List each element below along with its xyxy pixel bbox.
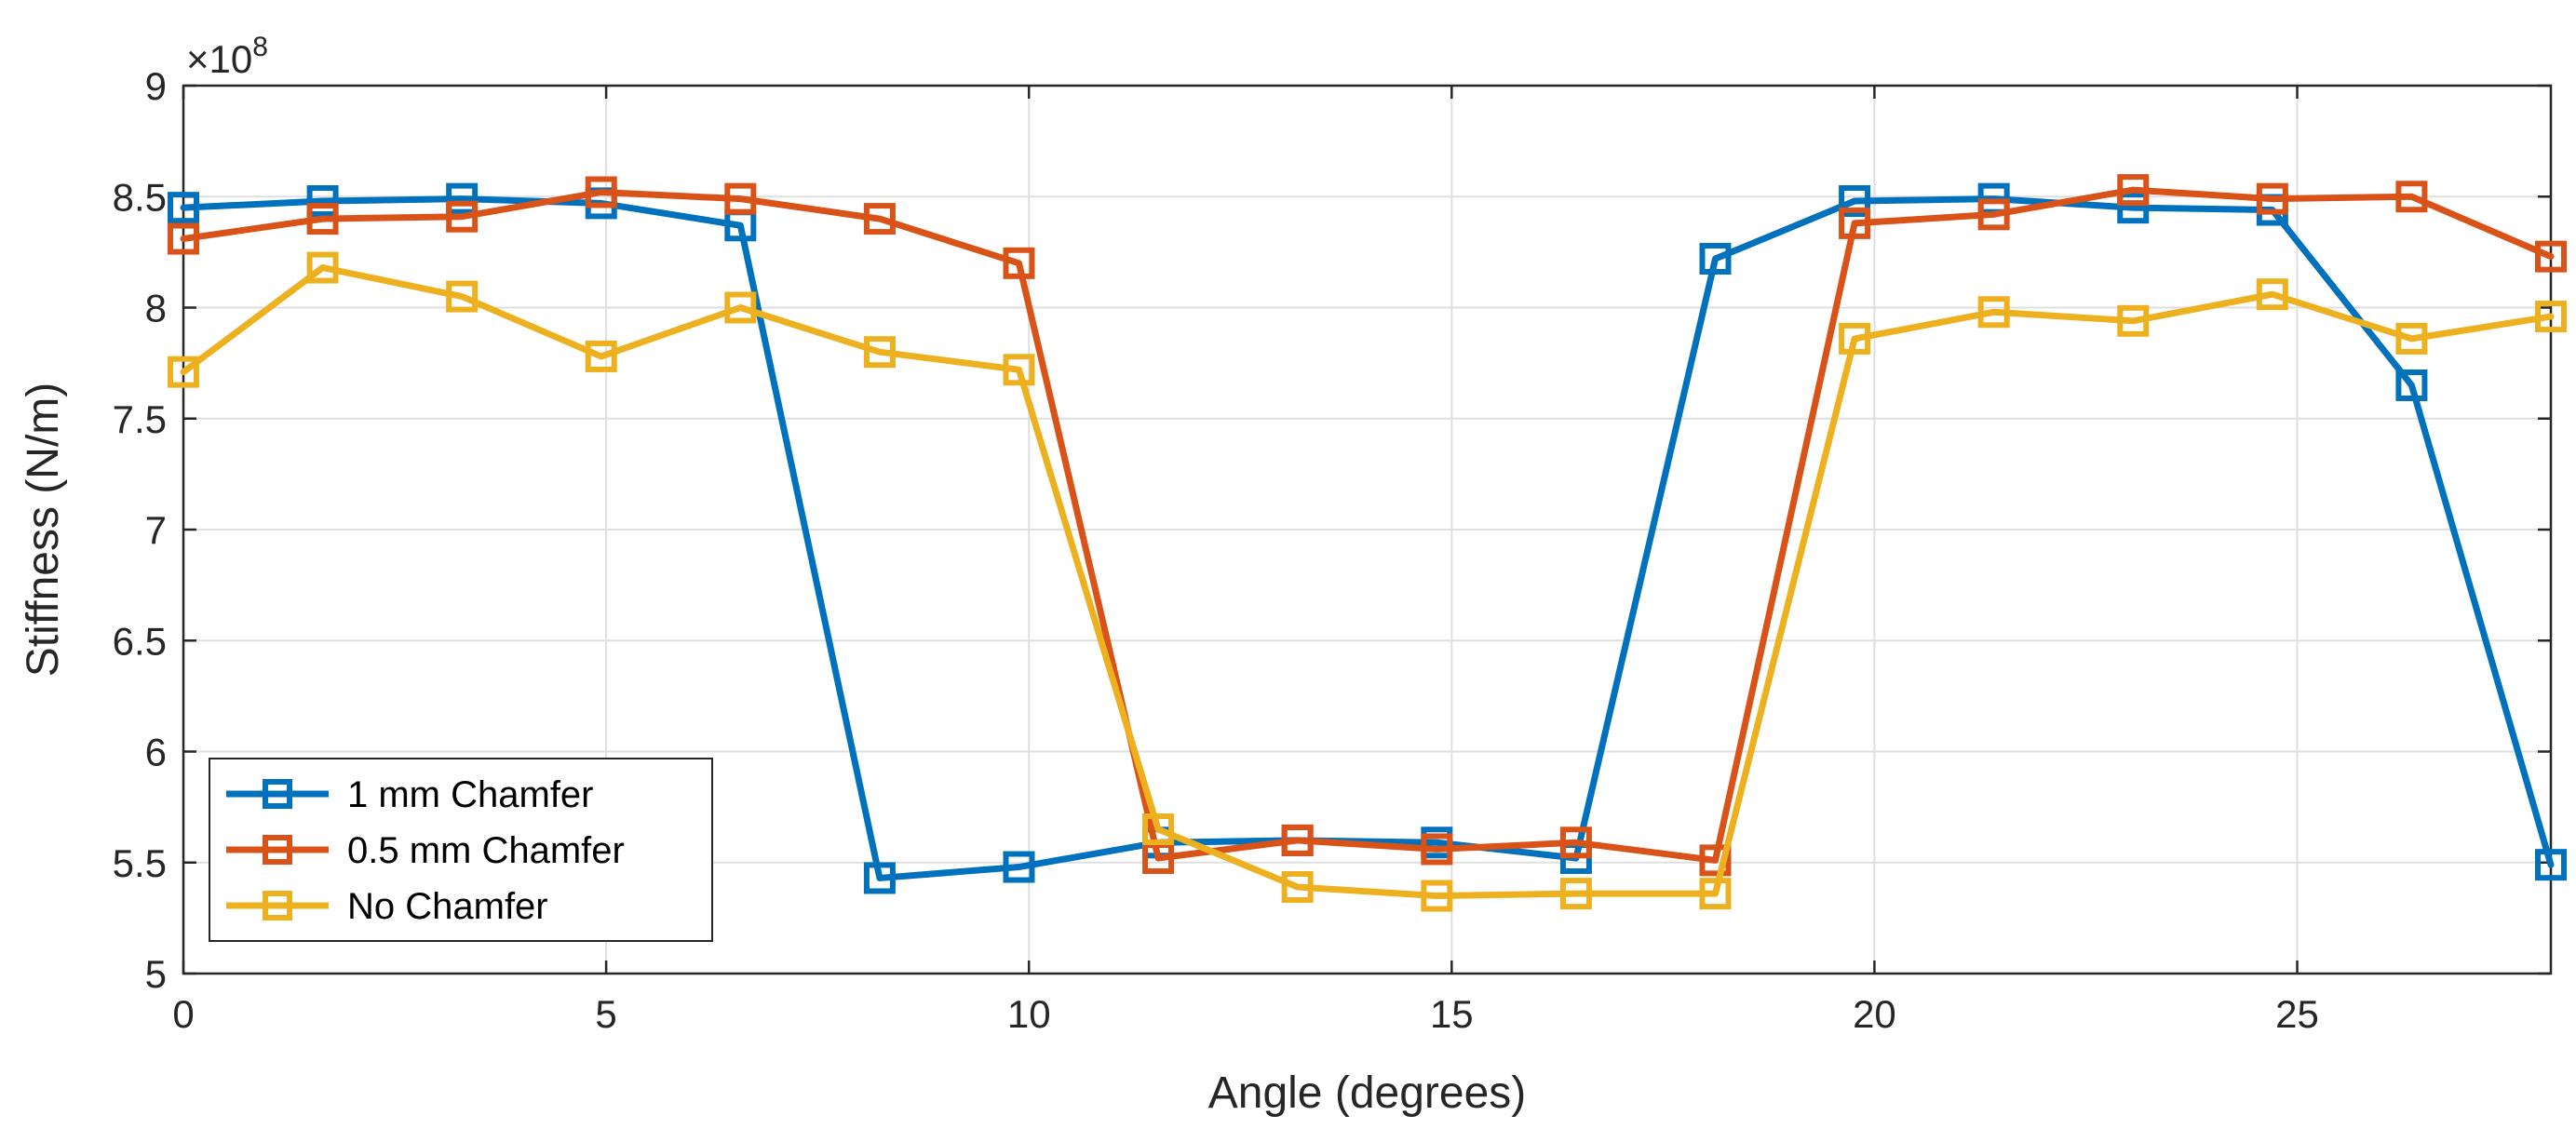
data-point-marker — [1281, 870, 1314, 903]
data-point-marker — [1699, 878, 1732, 910]
series-line — [180, 186, 2555, 864]
data-point-marker — [306, 185, 339, 218]
data-point-marker — [2535, 240, 2567, 273]
data-point-marker — [2395, 181, 2428, 213]
legend-label: No Chamfer — [347, 886, 548, 927]
data-point-marker — [1839, 322, 1871, 355]
data-point-marker — [168, 192, 199, 224]
x-tick-label: 10 — [1007, 992, 1051, 1036]
series-no-chamfer — [168, 251, 2567, 912]
data-point-marker — [863, 203, 896, 235]
data-point-marker — [1003, 247, 1035, 279]
data-point-marker — [1003, 354, 1035, 386]
y-tick-label: 7 — [145, 508, 167, 552]
data-point-marker — [585, 340, 617, 372]
data-point-marker — [863, 862, 896, 894]
data-point-marker — [1281, 824, 1314, 856]
legend-label: 1 mm Chamfer — [347, 774, 594, 815]
data-point-marker — [2395, 322, 2428, 355]
data-point-marker — [1977, 198, 2010, 231]
data-point-marker — [2256, 182, 2288, 215]
data-point-marker — [446, 280, 479, 313]
y-tick-label: 8.5 — [113, 175, 167, 219]
data-point-marker — [446, 182, 479, 215]
data-point-marker — [1839, 185, 1871, 218]
data-point-marker — [2256, 278, 2288, 311]
y-tick-label: 5 — [145, 952, 167, 996]
data-point-marker — [863, 336, 896, 369]
data-point-marker — [1699, 844, 1732, 877]
x-tick-label: 20 — [1853, 992, 1896, 1036]
x-tick-label: 0 — [172, 992, 194, 1036]
data-point-marker — [1559, 878, 1592, 910]
data-point-marker — [1559, 826, 1592, 859]
data-point-marker — [2117, 304, 2150, 337]
data-point-marker — [2535, 301, 2567, 333]
data-point-marker — [168, 222, 199, 255]
x-tick-label: 25 — [2275, 992, 2319, 1036]
data-point-marker — [1699, 243, 1732, 275]
series-line — [180, 264, 2555, 900]
x-axis-label: Angle (degrees) — [1208, 1068, 1527, 1118]
y-axis-exponent: ×108 — [186, 32, 268, 81]
data-point-marker — [446, 200, 479, 233]
series-layer — [168, 174, 2567, 912]
data-point-marker — [2395, 369, 2428, 401]
data-point-marker — [1142, 813, 1175, 845]
series-line — [180, 195, 2555, 881]
y-tick-label: 5.5 — [113, 841, 167, 885]
legend-marker — [263, 891, 292, 920]
x-tick-label: 15 — [1430, 992, 1474, 1036]
legend-item: 0.5 mm Chamfer — [226, 830, 625, 871]
data-point-marker — [724, 291, 757, 324]
data-point-marker — [1421, 833, 1453, 866]
y-tick-label: 7.5 — [113, 397, 167, 441]
data-point-marker — [1003, 851, 1035, 883]
exponent-power: 8 — [252, 32, 268, 62]
data-point-marker — [585, 176, 617, 208]
data-point-marker — [168, 356, 199, 388]
data-point-marker — [306, 203, 339, 235]
data-point-marker — [2117, 192, 2150, 224]
legend-item: No Chamfer — [226, 886, 548, 927]
data-point-marker — [1977, 296, 2010, 329]
series-0-5-mm-chamfer — [168, 174, 2567, 877]
legend-item: 1 mm Chamfer — [226, 774, 594, 815]
x-tick-label: 5 — [595, 992, 616, 1036]
exponent-multiplier: ×10 — [186, 37, 252, 81]
y-axis-label: Stiffness (N/m) — [19, 383, 68, 678]
data-point-marker — [306, 251, 339, 284]
legend-label: 0.5 mm Chamfer — [347, 830, 625, 871]
legend-marker — [263, 779, 292, 809]
y-tick-label: 6 — [145, 731, 167, 774]
y-tick-label: 6.5 — [113, 619, 167, 663]
data-point-marker — [1142, 841, 1175, 874]
data-point-marker — [2535, 849, 2567, 881]
y-tick-label: 8 — [145, 287, 167, 330]
data-point-marker — [1421, 880, 1453, 912]
data-point-marker — [1839, 207, 1871, 239]
y-tick-label: 9 — [145, 64, 167, 108]
data-point-marker — [2117, 174, 2150, 207]
legend-marker — [263, 835, 292, 865]
data-point-marker — [724, 182, 757, 215]
legend: 1 mm Chamfer 0.5 mm Chamfer No Chamfer — [209, 758, 713, 942]
